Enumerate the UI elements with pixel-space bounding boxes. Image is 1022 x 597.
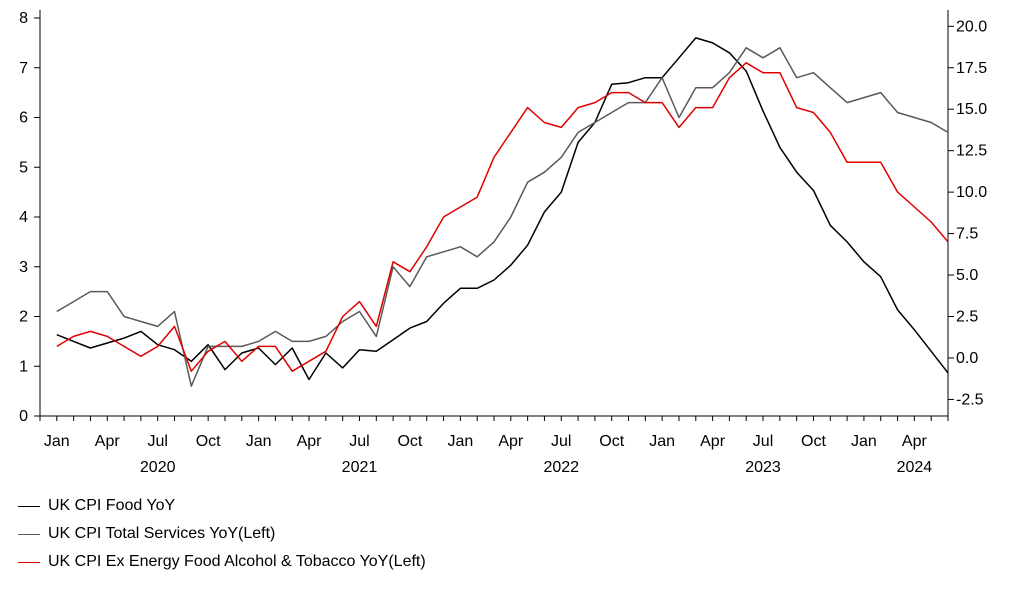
legend-item-services: UK CPI Total Services YoY(Left) xyxy=(18,520,426,548)
right-axis-tick-label: 7.5 xyxy=(956,226,978,243)
left-axis-tick-label: 1 xyxy=(19,358,28,375)
series-line-food xyxy=(56,37,949,381)
series-line-services xyxy=(56,47,949,387)
legend-swatch-food xyxy=(18,505,40,507)
x-axis-tick-label: Apr xyxy=(297,433,323,450)
cpi-line-chart: 0 1 2 3 4 5 6 7 8 -2.5 0.0 2.5 5.0 7.5 10.0 12.5 15.0 17.… xyxy=(19,10,987,476)
x-axis-tick-label: Jan xyxy=(649,433,675,450)
x-axis-tick-label: Jan xyxy=(851,433,877,450)
x-axis-year-label: 2020 xyxy=(140,459,176,476)
x-axis-tick-label: Jul xyxy=(147,433,167,450)
left-axis-tick-label: 6 xyxy=(19,110,28,127)
x-axis-tick-label: Jul xyxy=(753,433,773,450)
right-axis-tick-label: -2.5 xyxy=(956,391,984,408)
legend-item-food: UK CPI Food YoY xyxy=(18,492,426,520)
legend-label-services: UK CPI Total Services YoY(Left) xyxy=(48,525,276,542)
right-axis-tick-label: 10.0 xyxy=(956,184,987,201)
right-axis-tick-label: 5.0 xyxy=(956,267,978,284)
left-axis-tick-label: 8 xyxy=(19,10,28,27)
x-axis-tick-label: Jul xyxy=(349,433,369,450)
left-axis-tick-label: 7 xyxy=(19,60,28,77)
x-axis-year-label: 2024 xyxy=(897,459,933,476)
legend-swatch-services xyxy=(18,533,40,535)
x-axis-tick-label: Jan xyxy=(246,433,272,450)
left-axis-tick-label: 4 xyxy=(19,209,28,226)
x-axis-tick-label: Apr xyxy=(902,433,928,450)
legend: UK CPI Food YoY UK CPI Total Services Yo… xyxy=(18,492,426,576)
x-axis-tick-label: Jul xyxy=(551,433,571,450)
right-axis-tick-label: 20.0 xyxy=(956,18,987,35)
legend-label-core: UK CPI Ex Energy Food Alcohol & Tobacco … xyxy=(48,553,426,570)
left-axis-tick-label: 0 xyxy=(19,408,28,425)
x-axis-tick-label: Oct xyxy=(801,433,826,450)
x-axis-tick-label: Apr xyxy=(700,433,726,450)
axes: 0 1 2 3 4 5 6 7 8 -2.5 0.0 2.5 5.0 7.5 10.0 12.5 15.0 17.… xyxy=(19,10,987,476)
x-axis-year-label: 2022 xyxy=(543,459,579,476)
left-axis-tick-label: 5 xyxy=(19,159,28,176)
x-axis-year-label: 2021 xyxy=(342,459,378,476)
legend-label-food: UK CPI Food YoY xyxy=(48,497,176,514)
x-axis-year-label: 2023 xyxy=(745,459,781,476)
series-line-core xyxy=(56,62,949,372)
right-axis-tick-label: 0.0 xyxy=(956,350,978,367)
x-axis-tick-label: Jan xyxy=(447,433,473,450)
right-axis-tick-label: 12.5 xyxy=(956,143,987,160)
x-axis-tick-label: Apr xyxy=(95,433,121,450)
left-axis-tick-label: 2 xyxy=(19,309,28,326)
left-axis-tick-label: 3 xyxy=(19,259,28,276)
x-axis-tick-label: Oct xyxy=(397,433,422,450)
right-axis-tick-label: 17.5 xyxy=(956,60,987,77)
x-axis-tick-label: Oct xyxy=(196,433,221,450)
legend-swatch-core xyxy=(18,561,40,563)
right-axis-tick-label: 2.5 xyxy=(956,309,978,326)
x-axis-tick-label: Jan xyxy=(44,433,70,450)
legend-item-core: UK CPI Ex Energy Food Alcohol & Tobacco … xyxy=(18,548,426,576)
series-lines xyxy=(56,37,949,387)
x-axis-tick-label: Oct xyxy=(599,433,624,450)
x-axis-tick-label: Apr xyxy=(498,433,524,450)
right-axis-tick-label: 15.0 xyxy=(956,101,987,118)
